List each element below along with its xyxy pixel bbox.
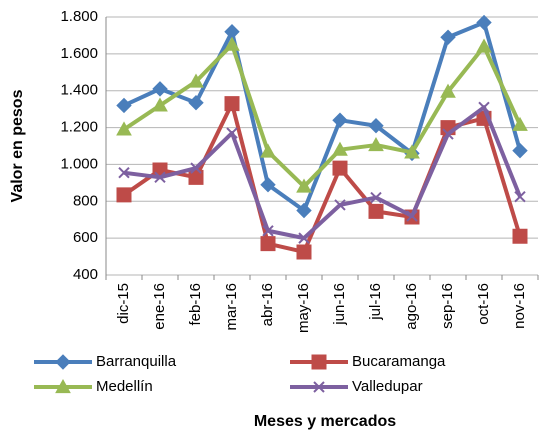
x-tick-label: sep-16 bbox=[439, 283, 456, 329]
x-tick-label: oct-16 bbox=[475, 283, 492, 325]
point-marker bbox=[512, 116, 528, 131]
x-tick-label: jun-16 bbox=[331, 283, 348, 326]
y-tick-label: 800 bbox=[73, 192, 98, 209]
point-marker bbox=[476, 14, 492, 31]
point-marker bbox=[152, 81, 168, 97]
point-marker bbox=[260, 143, 276, 158]
point-marker bbox=[116, 97, 132, 114]
point-marker bbox=[188, 94, 204, 111]
point-marker bbox=[370, 191, 382, 204]
point-marker bbox=[188, 73, 204, 88]
point-marker bbox=[442, 128, 454, 140]
y-tick-label: 1.000 bbox=[60, 155, 98, 172]
x-tick-label: feb-16 bbox=[187, 283, 204, 326]
point-marker bbox=[332, 141, 348, 156]
point-marker bbox=[152, 97, 168, 112]
point-marker bbox=[512, 142, 528, 159]
point-marker bbox=[224, 36, 240, 51]
legend-label: Valledupar bbox=[352, 378, 423, 395]
point-marker bbox=[296, 202, 312, 219]
series-line bbox=[122, 42, 522, 189]
point-marker bbox=[512, 228, 528, 244]
legend-marker bbox=[313, 381, 325, 393]
point-marker bbox=[478, 101, 490, 114]
x-tick-label: ago-16 bbox=[403, 283, 420, 330]
x-tick-label: may-16 bbox=[295, 283, 312, 333]
point-marker bbox=[260, 236, 276, 252]
legend-marker bbox=[311, 354, 327, 370]
point-marker bbox=[440, 83, 456, 98]
legend-marker bbox=[55, 378, 71, 394]
series-line bbox=[123, 20, 522, 213]
point-marker bbox=[334, 199, 346, 211]
point-marker bbox=[476, 38, 492, 53]
legend-label: Medellín bbox=[96, 378, 153, 395]
point-marker bbox=[296, 244, 312, 260]
point-marker bbox=[116, 121, 132, 136]
point-marker bbox=[296, 178, 312, 193]
legend-label: Bucaramanga bbox=[352, 353, 446, 370]
series-line bbox=[123, 105, 522, 241]
point-marker bbox=[440, 29, 456, 45]
x-tick-label: abr-16 bbox=[259, 283, 276, 326]
point-marker bbox=[368, 137, 384, 152]
x-tick-label: nov-16 bbox=[511, 283, 528, 329]
point-marker bbox=[404, 144, 420, 159]
point-marker bbox=[368, 118, 384, 134]
y-tick-label: 1.400 bbox=[60, 82, 98, 99]
x-tick-label: jul-16 bbox=[367, 283, 384, 321]
legend-marker bbox=[55, 354, 71, 370]
y-tick-label: 1.600 bbox=[60, 45, 98, 62]
y-tick-label: 400 bbox=[73, 266, 98, 283]
point-marker bbox=[118, 167, 130, 179]
point-marker bbox=[298, 232, 310, 244]
point-marker bbox=[332, 112, 348, 128]
point-marker bbox=[154, 171, 166, 184]
x-axis-title: Meses y mercados bbox=[254, 413, 396, 430]
point-marker bbox=[224, 96, 240, 112]
point-marker bbox=[226, 127, 238, 139]
point-marker bbox=[406, 210, 418, 222]
point-marker bbox=[116, 187, 132, 203]
point-marker bbox=[332, 160, 348, 176]
point-marker bbox=[368, 203, 384, 219]
y-tick-label: 1.800 bbox=[60, 8, 98, 25]
point-marker bbox=[260, 176, 276, 193]
point-marker bbox=[262, 225, 274, 237]
y-axis-title: Valor en pesos bbox=[9, 89, 26, 202]
x-tick-label: mar-16 bbox=[223, 283, 240, 331]
legend-label: Barranquilla bbox=[96, 353, 177, 370]
y-tick-label: 1.200 bbox=[60, 119, 98, 136]
point-marker bbox=[514, 190, 526, 203]
x-tick-label: dic-15 bbox=[115, 283, 132, 324]
x-tick-label: ene-16 bbox=[151, 283, 168, 330]
y-tick-label: 600 bbox=[73, 229, 98, 246]
point-marker bbox=[190, 162, 202, 174]
